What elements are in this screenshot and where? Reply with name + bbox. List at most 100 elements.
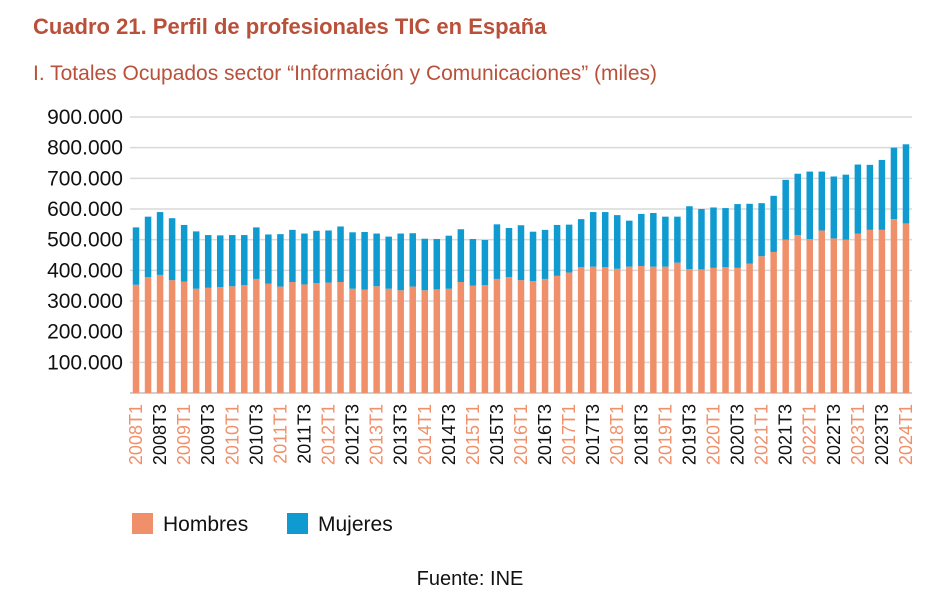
bar-hombres xyxy=(553,275,561,393)
bar-mujeres xyxy=(758,203,765,257)
bar-mujeres xyxy=(662,216,669,267)
bar-hombres xyxy=(265,283,272,393)
bar-mujeres xyxy=(192,231,200,289)
x-tick-label: 2017T1 xyxy=(559,404,579,465)
bar-hombres xyxy=(241,285,248,393)
bar-hombres xyxy=(698,269,705,393)
x-tick-label: 2012T3 xyxy=(343,404,363,465)
bar-hombres xyxy=(397,290,404,393)
y-tick-label: 500.000 xyxy=(47,229,123,252)
bar-mujeres xyxy=(890,147,898,220)
bar-mujeres xyxy=(481,239,489,286)
x-tick-label: 2016T3 xyxy=(535,404,555,465)
x-tick-label: 2015T1 xyxy=(463,404,483,465)
bar-mujeres xyxy=(180,224,188,282)
bar-mujeres xyxy=(289,229,296,282)
bar-hombres xyxy=(890,219,898,393)
bar-mujeres xyxy=(325,230,332,283)
bar-mujeres xyxy=(421,238,429,291)
bar-hombres xyxy=(517,280,525,393)
bar-mujeres xyxy=(168,218,176,281)
x-tick-label: 2021T1 xyxy=(752,404,772,465)
y-tick-label: 700.000 xyxy=(47,167,123,190)
x-tick-label: 2011T3 xyxy=(294,404,314,464)
bar-hombres xyxy=(361,289,368,393)
x-tick-label: 2021T3 xyxy=(776,404,796,465)
legend-swatch-hombres xyxy=(132,513,153,534)
bar-hombres xyxy=(168,280,176,393)
bar-mujeres xyxy=(397,233,404,291)
y-tick-label: 800.000 xyxy=(47,137,123,160)
x-tick-label: 2022T1 xyxy=(800,404,820,465)
bar-mujeres xyxy=(650,212,657,267)
bar-hombres xyxy=(325,282,332,393)
x-tick-label: 2019T1 xyxy=(655,404,675,465)
bar-hombres xyxy=(806,239,813,393)
y-tick-label: 400.000 xyxy=(47,259,123,282)
bar-mujeres xyxy=(638,213,645,267)
bar-mujeres xyxy=(265,234,272,284)
bar-hombres xyxy=(385,288,392,393)
x-tick-label: 2024T1 xyxy=(896,404,916,465)
bar-hombres xyxy=(710,267,717,393)
bar-mujeres xyxy=(253,227,260,279)
bar-hombres xyxy=(662,266,669,393)
x-tick-label: 2017T3 xyxy=(583,404,603,465)
bar-hombres xyxy=(313,283,320,393)
x-tick-label: 2011T1 xyxy=(270,404,290,464)
x-tick-label: 2012T1 xyxy=(319,404,339,465)
bar-hombres xyxy=(493,278,501,393)
bar-hombres xyxy=(541,278,549,393)
bar-mujeres xyxy=(445,235,453,289)
bar-mujeres xyxy=(517,225,525,281)
x-tick-label: 2022T3 xyxy=(824,404,844,465)
bar-mujeres xyxy=(589,212,597,267)
x-tick-label: 2019T3 xyxy=(679,404,699,465)
bar-hombres xyxy=(337,281,344,393)
bar-hombres xyxy=(421,290,429,393)
x-tick-label: 2015T3 xyxy=(487,404,507,465)
bar-mujeres xyxy=(529,231,537,282)
bar-hombres xyxy=(613,268,621,393)
bar-mujeres xyxy=(866,164,874,230)
bar-mujeres xyxy=(770,195,777,252)
x-tick-label: 2013T1 xyxy=(367,404,387,465)
bar-hombres xyxy=(433,289,441,393)
bar-mujeres xyxy=(385,236,392,289)
bar-hombres xyxy=(277,286,284,393)
bar-mujeres xyxy=(722,208,729,268)
bar-mujeres xyxy=(493,224,501,279)
bar-mujeres xyxy=(349,232,356,289)
chart-subtitle: I. Totales Ocupados sector “Información … xyxy=(33,62,658,85)
y-tick-label: 900.000 xyxy=(47,106,123,129)
x-tick-label: 2018T1 xyxy=(607,404,627,465)
bar-mujeres xyxy=(626,220,633,267)
bar-mujeres xyxy=(337,226,344,282)
bar-hombres xyxy=(253,278,260,393)
bar-hombres xyxy=(830,238,838,393)
bars xyxy=(132,144,910,393)
bar-mujeres xyxy=(156,212,164,275)
bar-mujeres xyxy=(132,227,140,285)
bar-hombres xyxy=(529,281,537,393)
source-note: Fuente: INE xyxy=(416,568,524,590)
bar-hombres xyxy=(204,287,212,393)
bar-mujeres xyxy=(565,224,573,273)
x-tick-label: 2023T1 xyxy=(848,404,868,465)
bar-hombres xyxy=(349,288,356,393)
x-tick-label: 2023T3 xyxy=(872,404,892,465)
bar-mujeres xyxy=(144,216,152,278)
chart-title: Cuadro 21. Perfil de profesionales TIC e… xyxy=(33,14,547,39)
legend-label: Hombres xyxy=(163,513,248,536)
x-tick-label: 2016T1 xyxy=(511,404,531,465)
bar-hombres xyxy=(589,266,597,393)
bar-mujeres xyxy=(361,232,368,290)
bar-mujeres xyxy=(842,174,850,240)
legend-swatch-mujeres xyxy=(287,513,308,534)
bar-mujeres xyxy=(577,219,585,268)
bar-mujeres xyxy=(204,235,212,288)
bar-hombres xyxy=(722,267,729,393)
bar-mujeres xyxy=(746,203,753,264)
bar-mujeres xyxy=(613,215,621,269)
bar-mujeres xyxy=(782,179,789,240)
